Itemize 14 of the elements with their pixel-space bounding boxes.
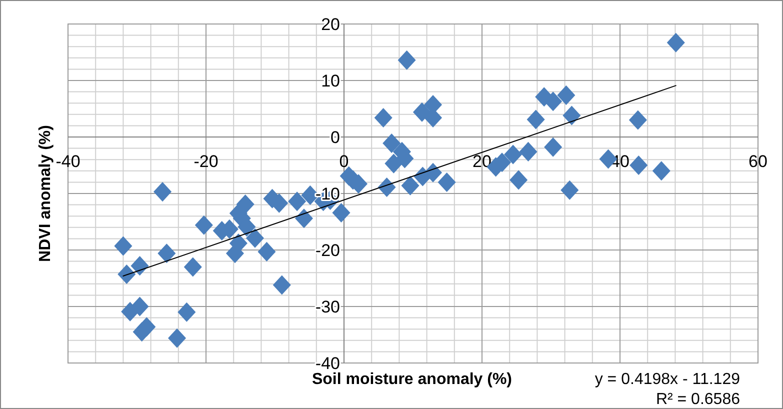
- y-tick-label: -30: [315, 298, 340, 316]
- y-tick-label: 20: [321, 15, 340, 34]
- x-tick-label: -20: [194, 152, 218, 171]
- y-tick-label: -40: [315, 354, 340, 373]
- x-tick-label: 60: [748, 152, 768, 171]
- x-axis-title: Soil moisture anomaly (%): [312, 371, 512, 388]
- y-axis-title: NDVI anomaly (%): [37, 125, 54, 262]
- x-tick-label: 20: [472, 152, 492, 171]
- y-tick-label: 0: [330, 128, 340, 147]
- y-tick-label: -20: [315, 241, 340, 260]
- text: y = 0.4198x - 11.129: [594, 371, 740, 388]
- x-tick-label: -40: [56, 152, 80, 171]
- text: R² = 0.6586: [656, 391, 740, 408]
- y-tick-label: 10: [321, 72, 340, 90]
